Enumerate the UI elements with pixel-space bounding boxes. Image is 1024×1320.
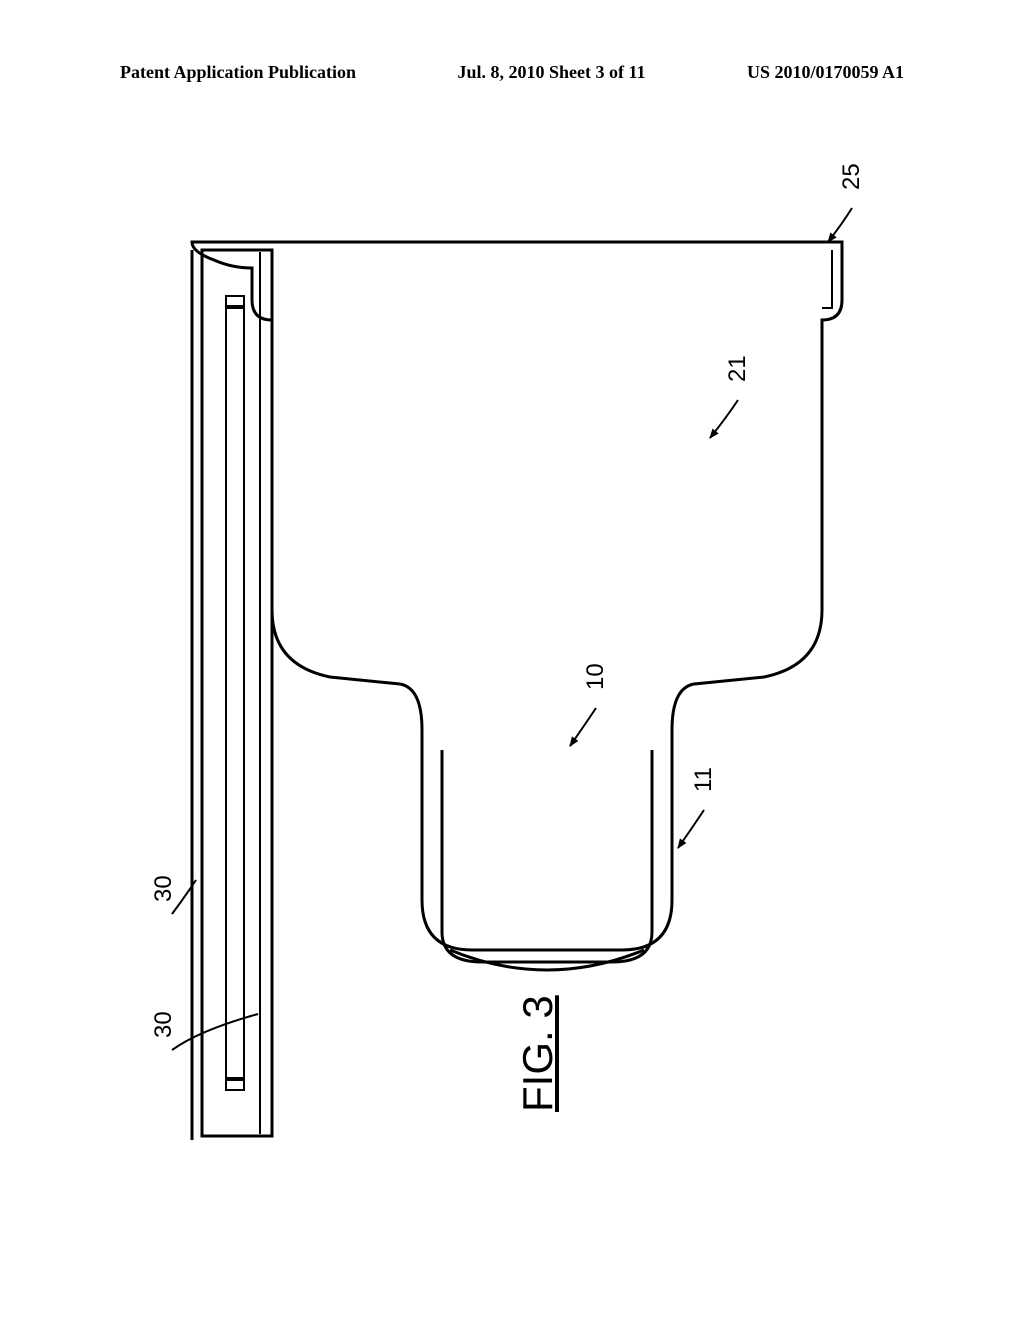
neck-bottom-lip bbox=[450, 950, 644, 970]
leader-25 bbox=[828, 208, 852, 242]
ref-11: 11 bbox=[690, 767, 718, 792]
figure-caption-text: FIG. 3 bbox=[514, 995, 561, 1112]
header-left: Patent Application Publication bbox=[120, 62, 356, 83]
leader-21 bbox=[710, 400, 738, 438]
patent-figure-svg bbox=[142, 190, 882, 1200]
figure-caption: FIG. 3 bbox=[514, 995, 562, 1112]
ref-30b: 30 bbox=[150, 1011, 178, 1038]
top-right-step bbox=[822, 250, 832, 308]
page: Patent Application Publication Jul. 8, 2… bbox=[0, 0, 1024, 1320]
ref-10: 10 bbox=[582, 663, 610, 690]
crossbar-plate bbox=[202, 250, 272, 1136]
header: Patent Application Publication Jul. 8, 2… bbox=[0, 62, 1024, 83]
ref-30a: 30 bbox=[150, 875, 178, 902]
header-center: Jul. 8, 2010 Sheet 3 of 11 bbox=[457, 62, 645, 83]
leader-30b bbox=[172, 1014, 258, 1050]
leader-10 bbox=[570, 708, 596, 746]
ref-25: 25 bbox=[838, 163, 866, 190]
header-right: US 2010/0170059 A1 bbox=[747, 62, 904, 83]
leader-11 bbox=[678, 810, 704, 848]
ref-21: 21 bbox=[724, 355, 752, 382]
neck-outline bbox=[442, 750, 652, 962]
brush-channel bbox=[226, 306, 244, 1080]
body-outline bbox=[192, 242, 842, 950]
figure-area: 25 21 10 11 30 30 FIG. 3 bbox=[142, 190, 882, 1200]
